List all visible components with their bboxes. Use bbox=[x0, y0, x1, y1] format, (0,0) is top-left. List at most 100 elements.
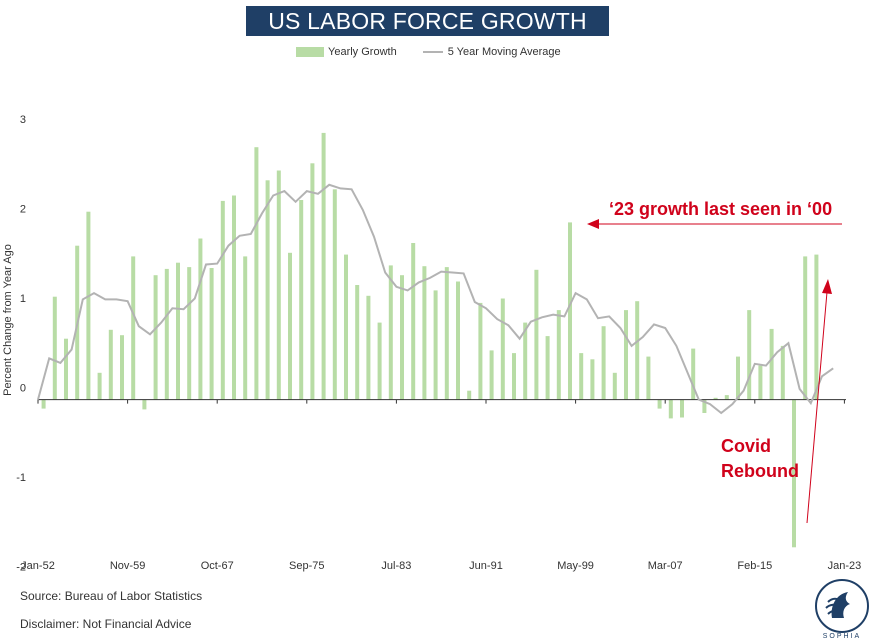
x-tick-label: Nov-59 bbox=[110, 560, 145, 572]
disclaimer-note: Disclaimer: Not Financial Advice bbox=[20, 617, 192, 631]
bar-1989 bbox=[456, 281, 460, 400]
bar-1978 bbox=[332, 189, 337, 400]
y-axis-label: Percent Change from Year Ago bbox=[2, 244, 14, 396]
x-axis-ticks: Jan-52 Nov-59 Oct-67 Sep-75 Jul-83 Jun-91 May-… bbox=[21, 399, 862, 572]
bar-2001 bbox=[590, 359, 595, 400]
bar-2008 bbox=[668, 399, 673, 419]
bar-1993 bbox=[500, 298, 505, 400]
bar-1958 bbox=[108, 329, 113, 400]
bar-1986 bbox=[422, 266, 427, 400]
bar-1956 bbox=[86, 211, 91, 400]
bar-1997 bbox=[545, 336, 550, 400]
annotation-covid-text-line2: Rebound bbox=[721, 461, 799, 481]
bar-2015 bbox=[747, 310, 752, 400]
bar-1964 bbox=[176, 262, 180, 400]
y-tick-label: -2 bbox=[16, 562, 26, 574]
legend-line-swatch bbox=[422, 51, 443, 53]
bar-1979 bbox=[344, 254, 348, 400]
y-tick-label: 1 bbox=[20, 293, 26, 305]
bar-1994 bbox=[512, 353, 516, 400]
bar-2010 bbox=[691, 348, 696, 400]
bar-1959 bbox=[120, 335, 124, 400]
bar-1983 bbox=[388, 265, 393, 400]
bar-2002 bbox=[601, 326, 606, 400]
bar-2020 bbox=[803, 256, 808, 400]
x-tick-label: Oct-67 bbox=[201, 560, 234, 572]
bar-2012 bbox=[713, 397, 718, 400]
bar-1984 bbox=[400, 275, 404, 400]
bar-2000 bbox=[579, 353, 584, 400]
annotation-2023-text: ‘23 growth last seen in ‘00 bbox=[609, 199, 832, 219]
bar-1988 bbox=[444, 267, 449, 400]
y-axis-ticks: 3 2 1 0 -1 -2 bbox=[16, 114, 26, 573]
bar-1972 bbox=[265, 180, 270, 400]
annotation-2023-arrowhead bbox=[587, 219, 599, 229]
bar-1960 bbox=[131, 256, 136, 400]
svg-text:SOPHIA: SOPHIA bbox=[823, 633, 861, 640]
bar-1954 bbox=[64, 338, 68, 400]
bar-1975 bbox=[299, 200, 304, 400]
bar-1999 bbox=[568, 222, 572, 400]
bar-2006 bbox=[646, 356, 651, 400]
legend-bar-swatch bbox=[296, 47, 324, 57]
bar-1982 bbox=[377, 322, 382, 400]
bar-1965 bbox=[187, 267, 192, 400]
y-tick-label: 0 bbox=[20, 383, 26, 395]
bar-1973 bbox=[276, 170, 281, 400]
source-note: Source: Bureau of Labor Statistics bbox=[20, 589, 203, 603]
bar-2021 bbox=[814, 254, 819, 400]
bar-1953 bbox=[52, 296, 57, 400]
x-tick-label: Jan-52 bbox=[21, 560, 55, 572]
bar-1991 bbox=[478, 302, 483, 400]
bar-1970 bbox=[243, 256, 248, 400]
bar-1980 bbox=[355, 285, 360, 400]
x-tick-label: Jul-83 bbox=[381, 560, 411, 572]
bar-1961 bbox=[142, 399, 147, 410]
bar-1957 bbox=[97, 372, 102, 400]
bar-2004 bbox=[624, 310, 628, 400]
bar-2011 bbox=[702, 399, 707, 413]
chart-title: US LABOR FORCE GROWTH RATE bbox=[246, 6, 609, 64]
y-tick-label: 2 bbox=[20, 204, 26, 216]
bar-1992 bbox=[489, 350, 494, 400]
bar-1998 bbox=[556, 310, 561, 400]
x-tick-label: Jan-23 bbox=[828, 560, 862, 572]
bar-1971 bbox=[254, 147, 259, 400]
bar-2005 bbox=[635, 301, 640, 400]
bar-1969 bbox=[232, 195, 236, 400]
bar-1962 bbox=[153, 275, 158, 400]
sophia-logo: SOPHIA bbox=[815, 579, 869, 640]
y-tick-label: 3 bbox=[20, 114, 26, 126]
bar-2003 bbox=[612, 372, 617, 400]
annotation-covid-arrow-line bbox=[806, 291, 828, 524]
moving-average-line bbox=[37, 183, 834, 415]
bar-1963 bbox=[164, 268, 169, 400]
bar-2019 bbox=[792, 399, 796, 548]
x-tick-label: Sep-75 bbox=[289, 560, 324, 572]
bar-2009 bbox=[680, 399, 684, 418]
bar-2018 bbox=[780, 345, 785, 400]
bar-2017 bbox=[769, 328, 774, 400]
x-tick-label: Mar-07 bbox=[648, 560, 683, 572]
bar-1977 bbox=[321, 132, 326, 400]
bar-series bbox=[41, 132, 819, 548]
legend-bar-label: Yearly Growth bbox=[328, 46, 397, 58]
bar-1996 bbox=[534, 269, 539, 400]
bar-1952 bbox=[41, 399, 46, 409]
bar-2014 bbox=[736, 356, 740, 400]
bar-1990 bbox=[467, 390, 472, 400]
x-tick-label: May-99 bbox=[557, 560, 594, 572]
legend: Yearly Growth 5 Year Moving Average bbox=[296, 46, 561, 58]
x-tick-label: Jun-91 bbox=[469, 560, 503, 572]
bar-1967 bbox=[209, 268, 214, 400]
bar-2013 bbox=[724, 395, 729, 400]
bar-2016 bbox=[758, 365, 763, 400]
bar-2007 bbox=[657, 399, 662, 409]
bar-1981 bbox=[366, 295, 371, 400]
y-tick-label: -1 bbox=[16, 472, 26, 484]
bar-1987 bbox=[433, 290, 438, 400]
bar-1995 bbox=[523, 322, 528, 400]
bar-1974 bbox=[288, 252, 292, 400]
bar-1968 bbox=[220, 200, 225, 400]
